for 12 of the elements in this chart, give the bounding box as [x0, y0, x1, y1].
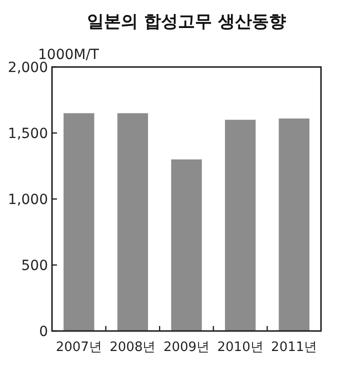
- y-tick-label: 2,000: [8, 60, 48, 76]
- y-tick-label: 1,500: [8, 126, 48, 142]
- chart-title: 일본의 합성고무 생산동향: [87, 12, 286, 32]
- y-tick-label: 500: [21, 258, 48, 274]
- x-tick-label: 2008년: [110, 340, 156, 355]
- x-tick-label: 2009년: [163, 340, 210, 355]
- y-tick-label: 1,000: [8, 192, 48, 208]
- y-tick-label: 0: [39, 324, 48, 340]
- y-axis-title: 1000M/T: [38, 47, 100, 63]
- x-tick-label: 2007년: [56, 340, 102, 355]
- x-tick-label: 2011년: [271, 340, 318, 355]
- x-tick-label: 2010년: [217, 340, 264, 355]
